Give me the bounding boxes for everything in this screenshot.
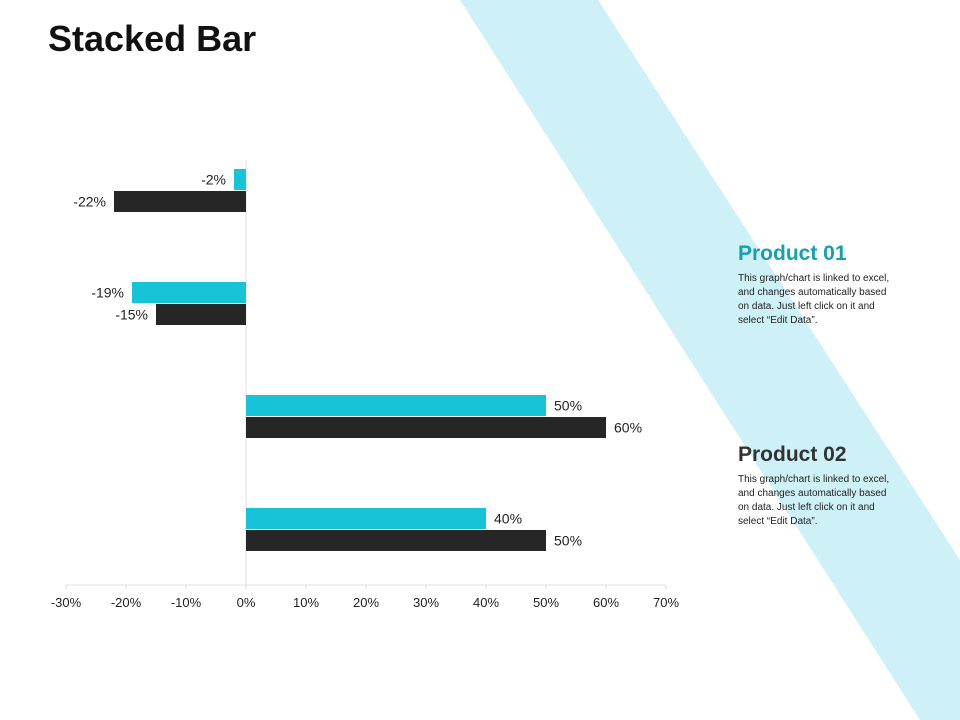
bar-product-01 xyxy=(132,282,246,303)
bar-product-02 xyxy=(114,191,246,212)
x-tick-label: 60% xyxy=(593,595,619,610)
data-label: 50% xyxy=(554,533,582,549)
data-label: -2% xyxy=(201,172,226,188)
bar-product-01 xyxy=(234,169,246,190)
data-label: -19% xyxy=(91,285,124,301)
legend-description-product-01: This graph/chart is linked to excel, and… xyxy=(738,273,890,326)
x-tick-label: 20% xyxy=(353,595,379,610)
bar-product-02 xyxy=(156,304,246,325)
x-tick-label: 50% xyxy=(533,595,559,610)
legend-heading-product-02: Product 02 xyxy=(738,443,847,466)
page-title: Stacked Bar xyxy=(48,18,257,59)
legend-description-product-02: This graph/chart is linked to excel, and… xyxy=(738,474,890,527)
x-tick-label: -20% xyxy=(111,595,142,610)
data-label: 40% xyxy=(494,511,522,527)
bar-product-01 xyxy=(246,395,546,416)
x-tick-label: 40% xyxy=(473,595,499,610)
data-label: -15% xyxy=(115,307,148,323)
bar-product-02 xyxy=(246,417,606,438)
legend-product-01: Product 01 This graph/chart is linked to… xyxy=(738,242,898,328)
x-tick-label: 70% xyxy=(653,595,679,610)
bar-product-01 xyxy=(246,508,486,529)
legend-heading-product-01: Product 01 xyxy=(738,242,847,265)
x-tick-label: 10% xyxy=(293,595,319,610)
data-label: 50% xyxy=(554,398,582,414)
x-tick-label: 30% xyxy=(413,595,439,610)
x-tick-label: -10% xyxy=(171,595,202,610)
x-tick-label: 0% xyxy=(237,595,256,610)
data-label: 60% xyxy=(614,420,642,436)
x-tick-label: -30% xyxy=(51,595,82,610)
stripe-shape xyxy=(460,0,960,720)
bar-product-02 xyxy=(246,530,546,551)
data-label: -22% xyxy=(73,194,106,210)
legend-product-02: Product 02 This graph/chart is linked to… xyxy=(738,443,898,529)
